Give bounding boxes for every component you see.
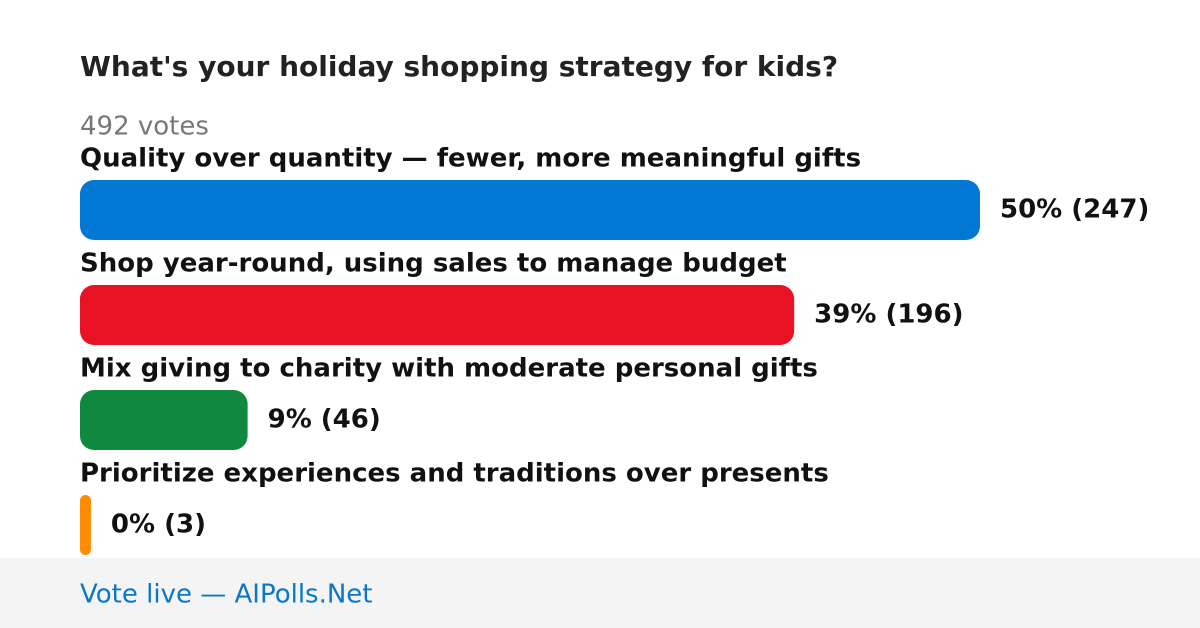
footer-link[interactable]: Vote live — AIPolls.Net [80, 580, 373, 610]
option-label: Quality over quantity — fewer, more mean… [80, 144, 861, 174]
value-label: 50% (247) [1000, 195, 1149, 225]
poll-title: What's your holiday shopping strategy fo… [80, 50, 838, 83]
bar [80, 390, 248, 450]
option-label: Prioritize experiences and traditions ov… [80, 459, 829, 489]
bar [80, 180, 980, 240]
option-label: Shop year-round, using sales to manage b… [80, 249, 787, 279]
value-label: 39% (196) [814, 300, 963, 330]
option-label: Mix giving to charity with moderate pers… [80, 354, 818, 384]
bar [80, 495, 91, 555]
value-label: 9% (46) [268, 405, 381, 435]
vote-count: 492 votes [80, 112, 209, 142]
bar [80, 285, 795, 345]
value-label: 0% (3) [111, 510, 206, 540]
footer-bar [0, 558, 1200, 628]
